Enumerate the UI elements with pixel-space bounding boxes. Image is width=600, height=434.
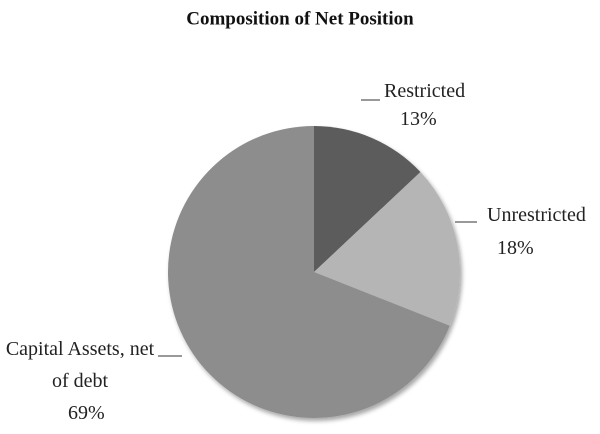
pie: [168, 126, 460, 419]
slice-value-label: 18%: [497, 237, 534, 259]
slice-label: Restricted: [384, 80, 466, 102]
pie-slice: [168, 126, 450, 419]
slice-label: Unrestricted: [487, 204, 586, 226]
slice-label: Capital Assets, net of debt: [5, 338, 155, 392]
slice-value-label: 13%: [400, 108, 437, 130]
pie-slice: [314, 126, 421, 272]
slice-value-label: 69%: [68, 402, 105, 424]
pie-slice: [314, 172, 460, 326]
chart-title: Composition of Net Position: [186, 8, 414, 29]
